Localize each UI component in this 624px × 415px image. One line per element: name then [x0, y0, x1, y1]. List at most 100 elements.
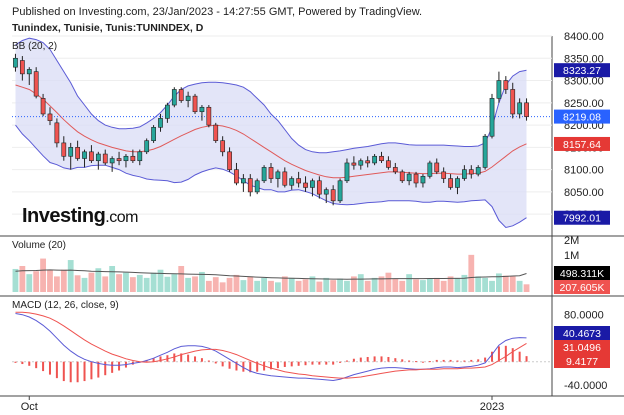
- macd-histogram-bar: [290, 361, 293, 367]
- candle-body: [462, 169, 467, 179]
- price-candle: [462, 165, 467, 181]
- macd-histogram-bar: [111, 361, 114, 373]
- price-candle: [47, 107, 53, 126]
- price-candle: [468, 165, 474, 179]
- price-candle: [206, 105, 212, 128]
- volume-bar: [461, 274, 468, 292]
- candle-body: [420, 176, 426, 184]
- volume-bar: [413, 279, 419, 292]
- volume-bar: [143, 277, 150, 292]
- macd-histogram-bar: [497, 346, 500, 362]
- macd-histogram-bar: [90, 361, 93, 380]
- candle-body: [82, 151, 87, 159]
- price-tick-label: 8400.00: [564, 31, 604, 43]
- signal-line: [15, 311, 527, 379]
- price-candle: [261, 165, 267, 183]
- price-candle: [517, 98, 523, 119]
- price-candle: [95, 151, 101, 170]
- candle-body: [185, 95, 191, 101]
- price-candle: [316, 176, 322, 199]
- price-candle: [365, 156, 371, 168]
- candle-body: [220, 140, 226, 153]
- price-candle: [13, 53, 18, 72]
- macd-histogram-bar: [48, 361, 51, 375]
- volume-bar: [330, 280, 337, 292]
- price-candle: [220, 136, 226, 157]
- price-candle: [344, 158, 350, 183]
- volume-bar: [226, 277, 233, 292]
- volume-bar: [123, 272, 129, 292]
- price-tick-label: 8350.00: [564, 53, 604, 65]
- candle-body: [524, 102, 529, 117]
- candle-body: [496, 80, 502, 99]
- macd-histogram-bar: [69, 361, 72, 383]
- volume-bar: [53, 276, 60, 292]
- candle-body: [130, 155, 136, 162]
- volume-bar: [337, 278, 343, 292]
- price-candle: [379, 151, 384, 163]
- macd-histogram-bar: [325, 361, 328, 365]
- macd-histogram-bar: [256, 361, 259, 372]
- candle-body: [289, 178, 295, 186]
- volume-bar: [523, 284, 530, 292]
- candle-body: [95, 153, 101, 162]
- logo-name: Investing: [22, 205, 106, 227]
- price-candle: [296, 171, 301, 188]
- candle-body: [213, 124, 219, 141]
- time-tick-label: 2023: [480, 401, 504, 413]
- candle-body: [61, 142, 67, 157]
- price-candle: [310, 178, 315, 197]
- macd-histogram-bar: [511, 348, 514, 362]
- macd-badge-bg: [554, 326, 610, 340]
- volume-bar: [378, 276, 385, 292]
- price-candle: [123, 154, 129, 168]
- volume-bar: [261, 277, 267, 292]
- candle-body: [337, 180, 343, 202]
- price-candle: [151, 125, 156, 143]
- volume-bar: [240, 280, 247, 292]
- price-candle: [171, 87, 177, 108]
- price-candle: [192, 93, 198, 114]
- candle-body: [427, 162, 433, 177]
- candle-body: [344, 162, 350, 182]
- candle-body: [75, 147, 80, 159]
- price-candle: [503, 76, 509, 94]
- candle-body: [192, 95, 198, 113]
- volume-bar: [150, 272, 157, 292]
- candle-body: [33, 71, 39, 97]
- candle-body: [199, 106, 205, 113]
- macd-histogram-bar: [76, 361, 79, 383]
- macd-histogram-bar: [194, 356, 197, 362]
- macd-tick-label: -40.0000: [564, 380, 607, 392]
- price-candle: [102, 149, 108, 166]
- candle-body: [303, 182, 308, 188]
- price-candle: [227, 147, 232, 172]
- price-candle: [89, 145, 94, 163]
- macd-histogram-bar: [477, 359, 480, 362]
- volume-bar: [475, 276, 482, 292]
- price-candle: [185, 91, 191, 108]
- macd-histogram-bar: [421, 361, 424, 363]
- price-candle: [178, 87, 184, 103]
- volume-bar: [468, 254, 475, 292]
- candle-body: [399, 171, 405, 182]
- volume-bar: [33, 271, 40, 292]
- price-candle: [199, 105, 205, 121]
- candle-body: [137, 151, 143, 162]
- macd-histogram-bar: [173, 353, 176, 362]
- volume-bar: [40, 258, 46, 292]
- volume-bar: [192, 276, 198, 292]
- candle-body: [165, 104, 170, 119]
- price-candle: [282, 167, 288, 188]
- price-candle: [144, 138, 150, 155]
- candle-body: [448, 178, 453, 188]
- volume-ma-badge-bg: [554, 280, 610, 294]
- price-candle: [351, 156, 357, 170]
- macd-histogram-bar: [332, 361, 335, 365]
- volume-bar: [95, 268, 102, 292]
- volume-bar: [129, 277, 136, 292]
- macd-histogram-bar: [304, 361, 307, 366]
- macd-histogram-bar: [35, 361, 38, 369]
- volume-bar: [288, 277, 295, 292]
